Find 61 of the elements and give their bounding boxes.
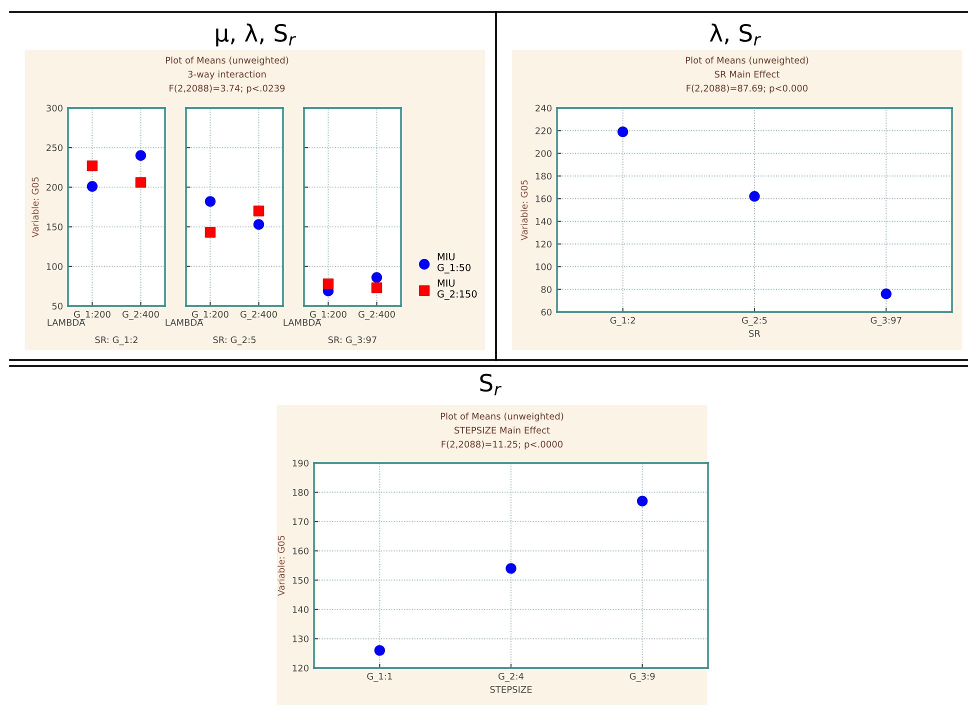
text: LAMBDA xyxy=(284,319,322,326)
text: LAMBDA xyxy=(48,319,86,326)
chart-title: λ, S$_{r}$ xyxy=(710,24,761,46)
x-tick-label: G_3:9 xyxy=(630,672,655,682)
y-tick-label: 300 xyxy=(46,104,63,112)
x-tick-label: G_1:1 xyxy=(367,672,392,682)
y-tick-label: 130 xyxy=(292,635,309,642)
y-tick-label: 100 xyxy=(536,263,552,270)
y-tick-label: 200 xyxy=(46,184,63,191)
x-tick-label: G_2:400 xyxy=(122,310,159,320)
y-tick-label: 140 xyxy=(536,218,552,225)
y-tick-label: 60 xyxy=(541,308,552,316)
y-tick-label: 120 xyxy=(292,664,309,672)
y-tick-label: 150 xyxy=(292,576,309,584)
y-tick-label: 220 xyxy=(536,127,552,134)
y-tick-label: 160 xyxy=(536,195,552,202)
text: F(2,2088)=11.25; p<.0000 xyxy=(442,440,563,450)
y-tick-label: 180 xyxy=(292,489,309,496)
legend-label: MIU G_1:50 xyxy=(438,253,471,274)
x-tick-label: G_3:97 xyxy=(870,316,902,326)
x-axis-title: SR: G_2:5 xyxy=(213,336,256,346)
y-tick-label: 50 xyxy=(52,302,63,310)
y-tick-label: 180 xyxy=(536,172,552,180)
text: STEPSIZE Main Effect xyxy=(454,426,550,434)
y-tick-label: 160 xyxy=(292,548,309,554)
text: F(2,2088)=3.74; p<.0239 xyxy=(170,84,285,94)
y-tick-label: 240 xyxy=(536,104,552,112)
x-tick-label: G_1:200 xyxy=(74,310,110,320)
y-tick-label: 190 xyxy=(292,460,309,467)
x-axis-title: SR: G_3:97 xyxy=(328,336,376,346)
y-axis-title: Variable: G05 xyxy=(278,536,285,596)
y-axis-title: Variable: G05 xyxy=(32,177,39,238)
y-tick-label: 170 xyxy=(292,518,309,526)
chart-subtitle: Plot of Means (unweighted) xyxy=(686,56,808,66)
y-tick-label: 250 xyxy=(46,144,63,152)
text: F(2,2088)=87.69; p<0.000 xyxy=(686,84,808,94)
x-tick-label: G_1:200 xyxy=(310,310,346,320)
y-tick-label: 100 xyxy=(46,263,63,270)
y-tick-label: 120 xyxy=(536,240,552,248)
text: LAMBDA xyxy=(166,319,204,326)
chart-subtitle: Plot of Means (unweighted) xyxy=(440,412,564,422)
x-tick-label: G_2:400 xyxy=(240,310,277,320)
legend-label: MIU G_2:150 xyxy=(438,280,477,300)
chart-title: S$_{r}$ xyxy=(480,374,502,396)
y-tick-label: 200 xyxy=(536,150,552,157)
x-tick-label: G_2:5 xyxy=(742,316,767,326)
chart-subtitle: Plot of Means (unweighted) xyxy=(166,56,288,66)
x-tick-label: G_1:2 xyxy=(610,316,635,326)
x-tick-label: G_2:400 xyxy=(358,310,395,320)
y-tick-label: 80 xyxy=(541,286,552,293)
y-axis-title: Variable: G05 xyxy=(520,180,528,240)
x-tick-label: G_1:200 xyxy=(192,310,228,320)
y-tick-label: 150 xyxy=(46,224,63,230)
x-axis-title: STEPSIZE xyxy=(490,686,532,693)
text: 3-way interaction xyxy=(188,70,266,80)
text: SR Main Effect xyxy=(714,70,780,78)
y-tick-label: 140 xyxy=(292,606,309,613)
x-axis-title: SR xyxy=(749,330,760,337)
x-tick-label: G_2:4 xyxy=(498,672,524,682)
x-axis-title: SR: G_1:2 xyxy=(95,336,138,346)
chart-title: μ, λ, S$_{r}$ xyxy=(216,24,296,46)
